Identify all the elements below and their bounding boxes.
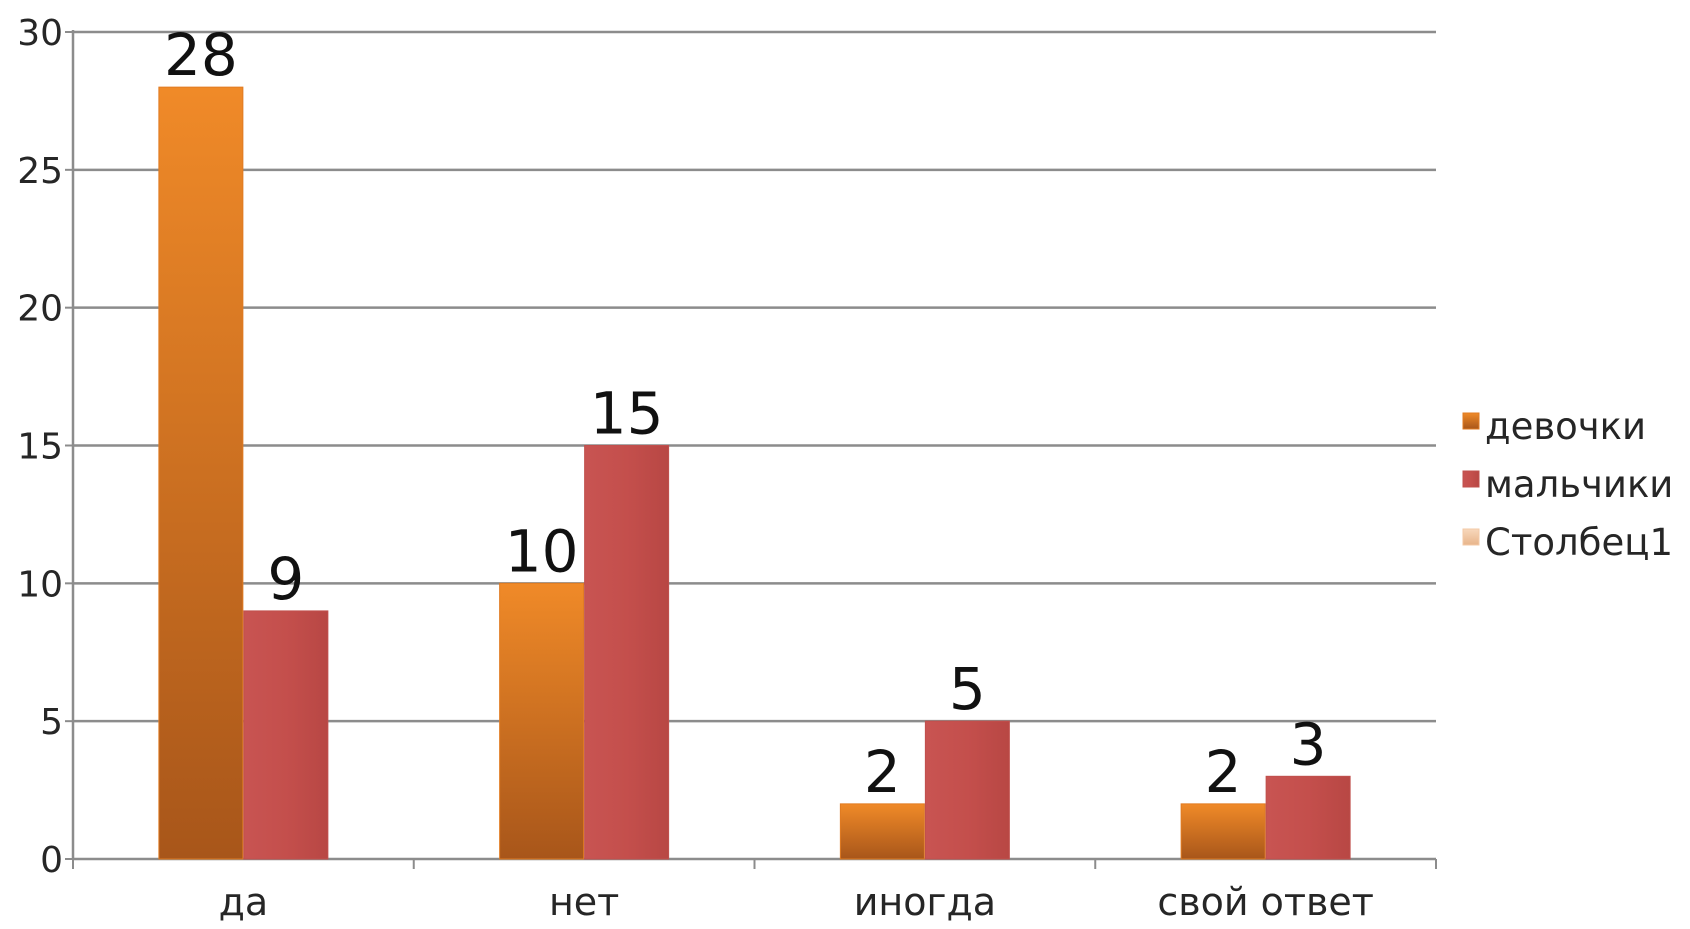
bar-мальчики (1265, 775, 1351, 860)
y-tick-label: 10 (17, 564, 63, 605)
bar-девочки (1180, 803, 1266, 860)
bar-девочки (839, 803, 925, 860)
x-category-label: иногда (854, 880, 996, 924)
legend-label: Столбец1 (1485, 521, 1673, 564)
y-tick-label: 15 (17, 427, 63, 468)
legend-swatch (1462, 528, 1480, 546)
legend: девочки мальчики Столбец1 (1462, 405, 1673, 564)
bar-мальчики (243, 610, 329, 860)
bar-девочки (158, 86, 244, 860)
x-category-label: свой ответ (1157, 880, 1374, 924)
data-label: 10 (505, 517, 579, 585)
y-tick-label: 30 (17, 13, 63, 54)
x-category-label: нет (549, 880, 619, 924)
legend-swatch (1462, 470, 1480, 488)
legend-swatch (1462, 412, 1480, 430)
y-tick-label: 5 (40, 702, 63, 743)
data-label: 2 (864, 738, 901, 806)
legend-label: мальчики (1485, 463, 1673, 506)
bar-мальчики (924, 720, 1010, 860)
data-label: 9 (267, 545, 304, 613)
y-tick-label: 25 (17, 151, 63, 192)
data-label: 2 (1205, 738, 1242, 806)
data-label: 5 (949, 655, 986, 723)
bar-девочки (499, 582, 585, 860)
data-label: 3 (1290, 710, 1327, 778)
data-label: 28 (164, 21, 238, 89)
y-tick-label: 20 (17, 289, 63, 330)
data-label: 15 (590, 380, 664, 448)
bar-мальчики (584, 445, 670, 860)
y-tick-label: 0 (40, 840, 63, 881)
legend-label: девочки (1485, 405, 1646, 448)
x-category-label: да (219, 880, 269, 924)
gridlines (73, 30, 1436, 723)
bars (158, 86, 1351, 860)
